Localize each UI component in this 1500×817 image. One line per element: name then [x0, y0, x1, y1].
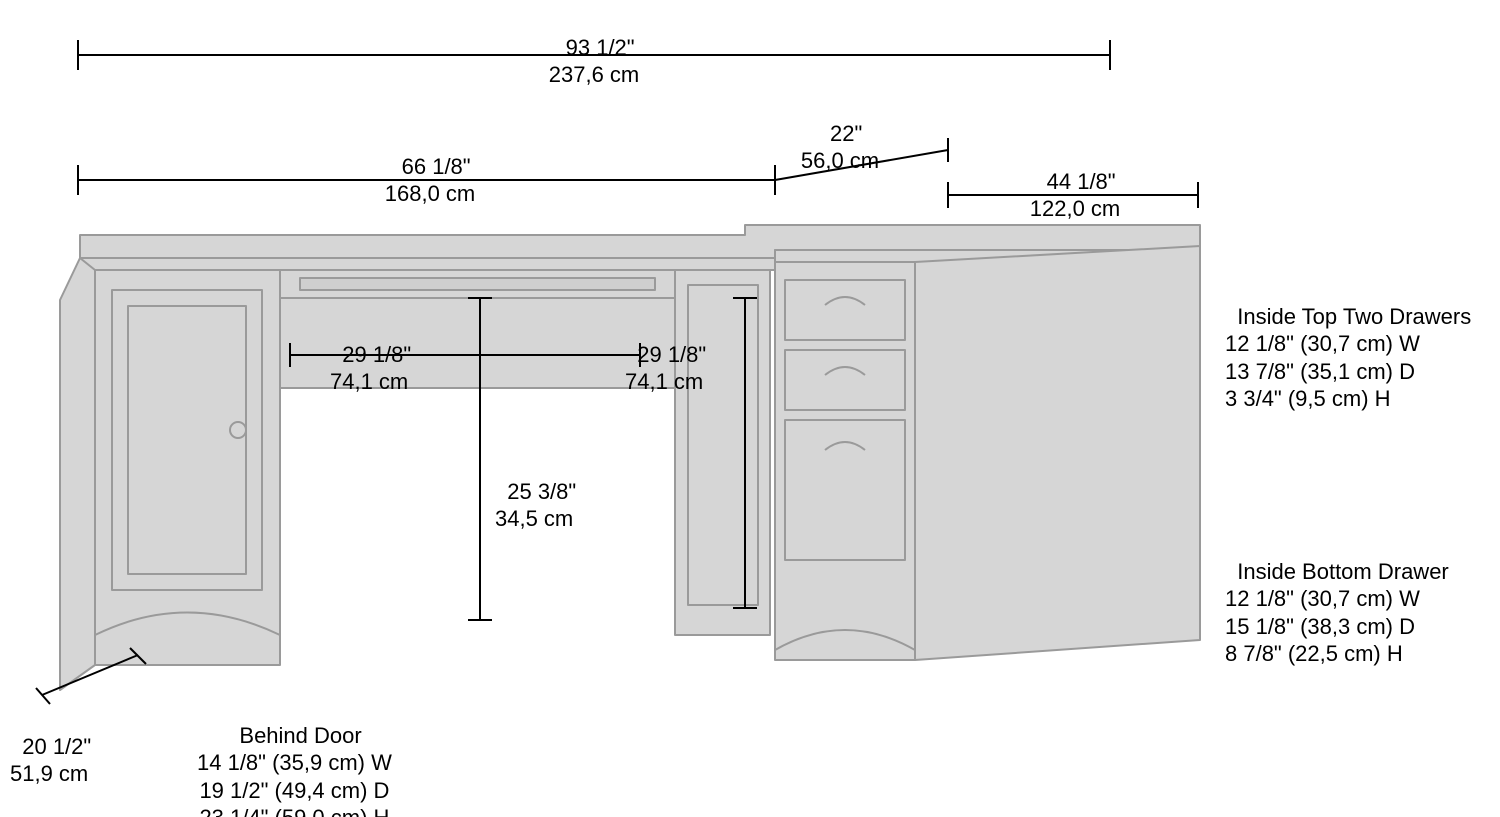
note-top-drawers: Inside Top Two Drawers12 1/8" (30,7 cm) … [1225, 275, 1471, 413]
dim-overall-width: 93 1/2"237,6 cm [549, 6, 640, 89]
dim-knee-height-right: 29 1/8"74,1 cm [625, 313, 706, 396]
dim-knee-width: 29 1/8"74,1 cm [330, 313, 411, 396]
dim-left-depth: 20 1/2"51,9 cm [10, 705, 91, 788]
left-pedestal [60, 258, 280, 690]
dim-right-depth: 22"56,0 cm [801, 92, 879, 175]
dim-return-width: 44 1/8"122,0 cm [1030, 140, 1121, 223]
right-pedestal [775, 246, 1200, 660]
dim-knee-height: 25 3/8"34,5 cm [495, 450, 576, 533]
note-bottom-drawer: Inside Bottom Drawer12 1/8" (30,7 cm) W1… [1225, 530, 1449, 668]
dim-left-desk-width: 66 1/8"168,0 cm [385, 125, 476, 208]
note-behind-door: Behind Door14 1/8" (35,9 cm) W19 1/2" (4… [197, 694, 392, 817]
desk-illustration [60, 225, 1200, 690]
